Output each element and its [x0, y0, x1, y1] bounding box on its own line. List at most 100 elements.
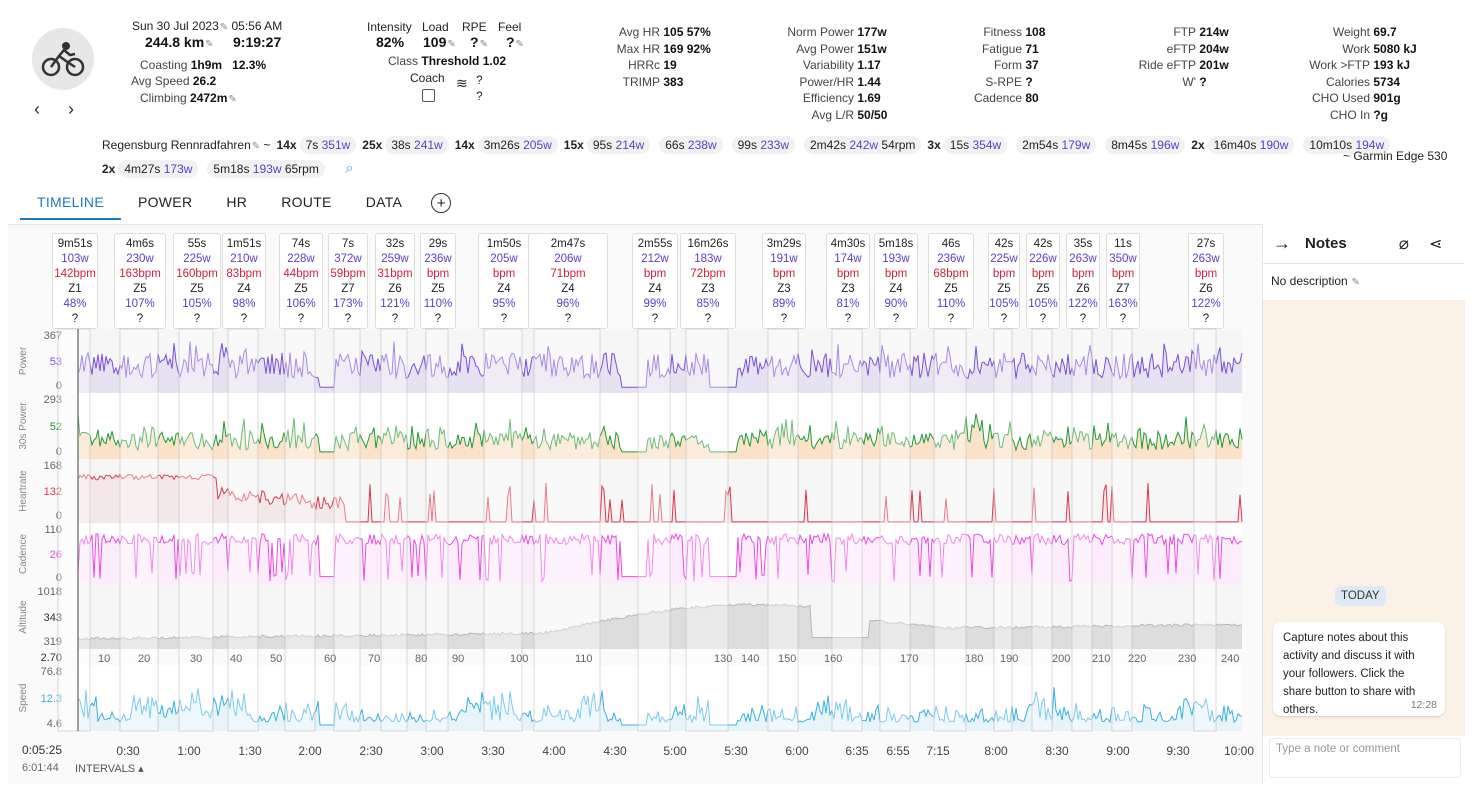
- interval-band[interactable]: [333, 328, 361, 732]
- interval-band[interactable]: [483, 328, 523, 732]
- hrstats-label: Avg HR: [618, 25, 660, 39]
- interval-chip[interactable]: 8m45s 196w: [1102, 134, 1186, 156]
- fitness-label: Fatigue: [981, 41, 1022, 56]
- fitness-row: Cadence 80: [948, 90, 1039, 107]
- powerstats-label: Power/HR: [799, 74, 854, 89]
- timeline-graphs[interactable]: 367 53 0 Power 293 52 0 30s Power 168 132 0 Heartra…: [8, 225, 1262, 785]
- attach-icon[interactable]: ⌀: [1398, 233, 1409, 253]
- interval-box-a: 2m47s: [550, 238, 586, 250]
- interval-band[interactable]: [831, 328, 863, 732]
- interval-band[interactable]: [119, 328, 159, 732]
- share-icon[interactable]: ⋖: [1428, 235, 1443, 253]
- search-icon[interactable]: ⌕: [344, 160, 354, 177]
- interval-box-a: 9m51s: [57, 238, 93, 250]
- interval-band[interactable]: [767, 328, 799, 732]
- interval-box[interactable]: 46s 236w 68bpm Z5 110%?: [928, 233, 974, 329]
- interval-box[interactable]: 27s 263w bpm Z6 122%?: [1188, 233, 1224, 329]
- interval-box[interactable]: 16m26s 183w 72bpm Z3 85%?: [680, 233, 736, 329]
- distance-tick: 200: [1052, 653, 1070, 665]
- interval-box[interactable]: 3m29s 191w bpm Z3 89%?: [762, 233, 806, 329]
- interval-box[interactable]: 2m55s 212w bpm Z4 99%?: [632, 233, 678, 329]
- interval-band[interactable]: [380, 328, 408, 732]
- powerstats-label: Efficiency: [802, 91, 854, 106]
- interval-chip[interactable]: 5m18s 193w 65rpm: [204, 158, 325, 180]
- interval-box[interactable]: 4m30s 174w bpm Z3 81%?: [826, 233, 870, 329]
- interval-chip[interactable]: 2m42s 242w 54rpm: [801, 134, 922, 156]
- interval-box-c: bpm: [1194, 268, 1218, 280]
- tab-hr[interactable]: HR: [226, 194, 248, 210]
- interval-band[interactable]: [178, 328, 214, 732]
- interval-box-b: 191w: [770, 253, 798, 265]
- interval-chip[interactable]: 2x 16m40s 190w: [1191, 134, 1295, 156]
- interval-box-b: 228w: [287, 253, 315, 265]
- interval-chip[interactable]: 66s 238w: [656, 134, 723, 156]
- tab-data[interactable]: DATA: [365, 194, 403, 210]
- collapse-arrow-icon[interactable]: →: [1273, 233, 1291, 253]
- interval-band[interactable]: [637, 328, 671, 732]
- intervals-toggle[interactable]: INTERVALS ▴: [75, 762, 144, 775]
- interval-box[interactable]: 35s 263w bpm Z6 122%?: [1066, 233, 1100, 329]
- interval-box[interactable]: 1m50s 205w bpm Z4 95%?: [478, 233, 530, 329]
- notes-description[interactable]: No description ✎: [1271, 274, 1360, 288]
- rpe-value[interactable]: ?✎: [470, 34, 488, 50]
- interval-box[interactable]: 4m6s 230w 163bpm Z5 107%?: [114, 233, 166, 329]
- interval-box-b: 183w: [694, 253, 722, 265]
- feel-value[interactable]: ?✎: [506, 34, 524, 50]
- interval-chip[interactable]: 14x 7s 351w: [277, 134, 357, 156]
- interval-box[interactable]: 55s 225w 160bpm Z5 105%?: [173, 233, 221, 329]
- ftp-value: 214w: [1199, 25, 1229, 39]
- interval-chip[interactable]: 99s 233w: [729, 134, 795, 156]
- interval-band[interactable]: [993, 328, 1013, 732]
- interval-box[interactable]: 5m18s 193w bpm Z4 90%?: [874, 233, 918, 329]
- interval-band[interactable]: [227, 328, 259, 732]
- interval-chip[interactable]: 14x 3m26s 205w: [455, 134, 558, 156]
- interval-band[interactable]: [1031, 328, 1053, 732]
- interval-box-c: 72bpm: [690, 268, 726, 280]
- interval-chip[interactable]: 3x 15s 354w: [927, 134, 1008, 156]
- interval-box[interactable]: 2m47s 206w 71bpm Z4 96%?: [528, 233, 608, 329]
- route-name[interactable]: Regensburg Rennradfahren✎ ~: [102, 134, 271, 158]
- interval-box[interactable]: 74s 228w 44bpm Z5 106%?: [279, 233, 323, 329]
- interval-box-e: 96%: [556, 298, 580, 310]
- interval-box[interactable]: 1m51s 210w 83bpm Z4 98%?: [222, 233, 266, 329]
- edit-icon[interactable]: ✎: [251, 141, 261, 152]
- interval-band[interactable]: [879, 328, 911, 732]
- interval-chip[interactable]: 10m10s 194w: [1300, 134, 1391, 156]
- interval-box[interactable]: 42s 225w bpm Z5 105%?: [988, 233, 1020, 329]
- tab-route[interactable]: ROUTE: [281, 194, 332, 210]
- interval-pill: 16m40s 190w: [1207, 136, 1295, 154]
- interval-box-a: 27s: [1196, 238, 1216, 250]
- interval-band[interactable]: [685, 328, 729, 732]
- interval-band[interactable]: [1071, 328, 1093, 732]
- interval-band[interactable]: [1193, 328, 1217, 732]
- interval-count: 25x: [362, 138, 383, 152]
- interval-band[interactable]: [1111, 328, 1133, 732]
- next-activity-icon[interactable]: ›: [68, 99, 74, 119]
- tab-power[interactable]: POWER: [137, 194, 193, 210]
- interval-box-b: 230w: [126, 253, 154, 265]
- interval-box[interactable]: 42s 226w bpm Z5 105%?: [1026, 233, 1060, 329]
- interval-box[interactable]: 32s 259w 31bpm Z6 121%?: [375, 233, 415, 329]
- interval-box-d: Z6: [388, 283, 402, 295]
- tab-bar: TIMELINE POWER HR ROUTE DATA +: [20, 188, 452, 220]
- interval-band[interactable]: [933, 328, 967, 732]
- interval-box[interactable]: 9m51s 103w 142bpm Z1 48%?: [52, 233, 98, 329]
- interval-band[interactable]: [533, 328, 601, 732]
- coach-checkbox[interactable]: [422, 89, 435, 102]
- note-input[interactable]: Type a note or comment: [1269, 738, 1461, 778]
- caret-up-icon: ▴: [135, 763, 144, 775]
- interval-band[interactable]: [57, 328, 91, 732]
- interval-pill: 3m26s 205w: [477, 136, 558, 154]
- interval-band[interactable]: [284, 328, 316, 732]
- interval-chip[interactable]: 15x 95s 214w: [564, 134, 651, 156]
- prev-activity-icon[interactable]: ‹: [34, 99, 40, 119]
- timeline-chart[interactable]: 9m51s 103w 142bpm Z1 48%? 4m6s 230w 163bpm Z5 107…: [8, 224, 1262, 784]
- interval-chip[interactable]: 2x 4m27s 173w: [102, 158, 199, 180]
- interval-chip[interactable]: 2m54s 179w: [1013, 134, 1097, 156]
- tab-timeline[interactable]: TIMELINE: [20, 188, 121, 220]
- interval-band[interactable]: [425, 328, 449, 732]
- add-tab-icon[interactable]: +: [431, 193, 452, 213]
- interval-box[interactable]: 29s 236w bpm Z5 110%?: [420, 233, 456, 329]
- interval-chip[interactable]: 25x 38s 241w: [362, 134, 449, 156]
